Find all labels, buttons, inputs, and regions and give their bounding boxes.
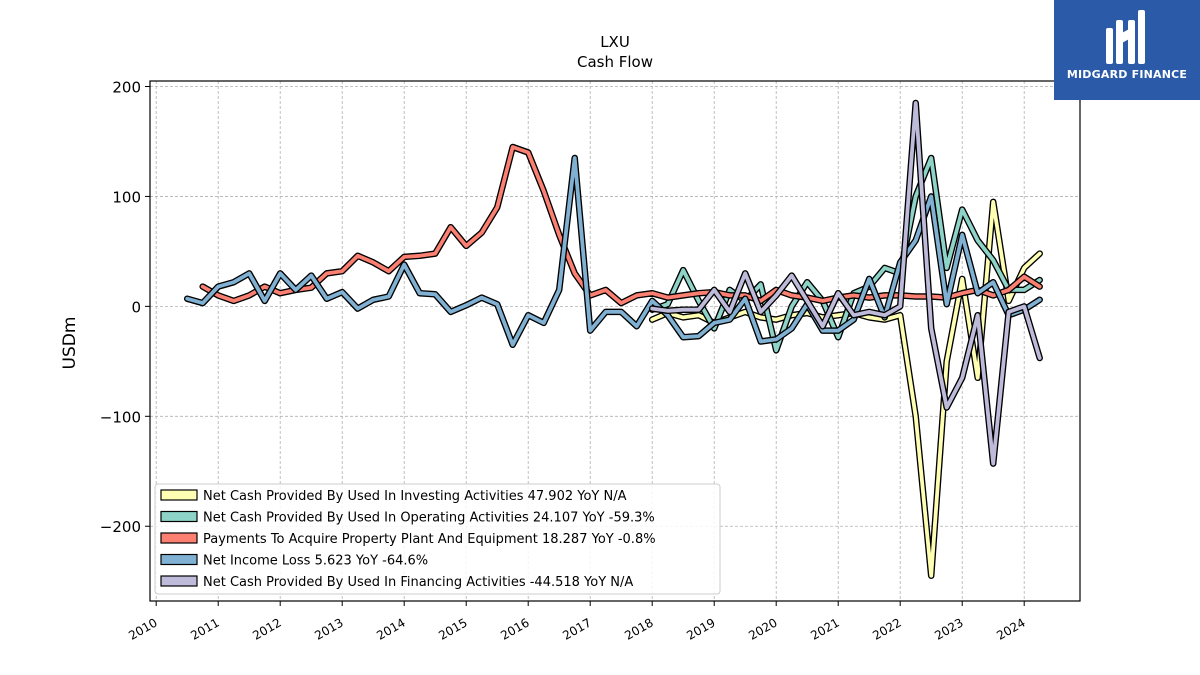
legend-entry: Net Cash Provided By Used In Financing A… [203,575,633,590]
series-outline [648,99,1043,467]
series-line [200,145,1042,306]
legend-box [154,483,721,595]
series-lines [183,99,1043,579]
x-tick-label: 2011 [188,615,221,642]
x-tick-label: 2021 [808,615,841,642]
legend-entry: Net Cash Provided By Used In Investing A… [203,489,627,504]
y-tick-label: 100 [112,188,141,206]
x-tick-label: 2014 [374,615,407,642]
x-tick-label: 2023 [932,615,965,642]
y-tick-label: −100 [100,408,141,426]
x-tick-label: 2013 [312,615,345,642]
x-tick-label: 2018 [622,615,655,642]
plot-frame [149,80,1081,602]
x-tick-label: 2024 [994,615,1027,642]
series-outline [199,143,1043,307]
x-tick-label: 2015 [436,615,469,642]
legend-entry: Net Income Loss 5.623 YoY -64.6% [203,554,428,569]
x-tick-label: 2010 [126,615,159,642]
x-tick-label: 2017 [560,615,593,642]
y-tick-label: 0 [131,298,141,316]
legend-swatch [160,553,198,566]
brand-logo: MIDGARD FINANCE [1054,0,1200,100]
legend-swatch [160,575,198,587]
x-tick-label: 2022 [870,615,903,642]
x-tick-label: 2012 [250,615,283,642]
midgard-logo-icon [1106,10,1145,64]
x-tick-label: 2016 [498,615,531,642]
brand-name: MIDGARD FINANCE [1066,68,1188,81]
legend-swatch [160,510,198,523]
legend-entry: Net Cash Provided By Used In Operating A… [203,511,655,526]
grid [150,81,1080,601]
legend: Net Cash Provided By Used In Investing A… [154,483,721,595]
legend-entry: Payments To Acquire Property Plant And E… [203,532,656,547]
chart-title: LXU [600,33,630,51]
y-axis-label: USDm [60,317,80,370]
legend-swatch [160,532,198,544]
y-tick-label: −200 [100,518,141,536]
y-tick-label: 200 [112,78,141,96]
x-tick-label: 2020 [746,615,779,642]
series-line [185,156,1042,347]
legend-swatch [160,489,198,501]
x-tick-label: 2019 [684,615,717,642]
series-line [650,101,1042,466]
chart-subtitle: Cash Flow [577,53,653,71]
